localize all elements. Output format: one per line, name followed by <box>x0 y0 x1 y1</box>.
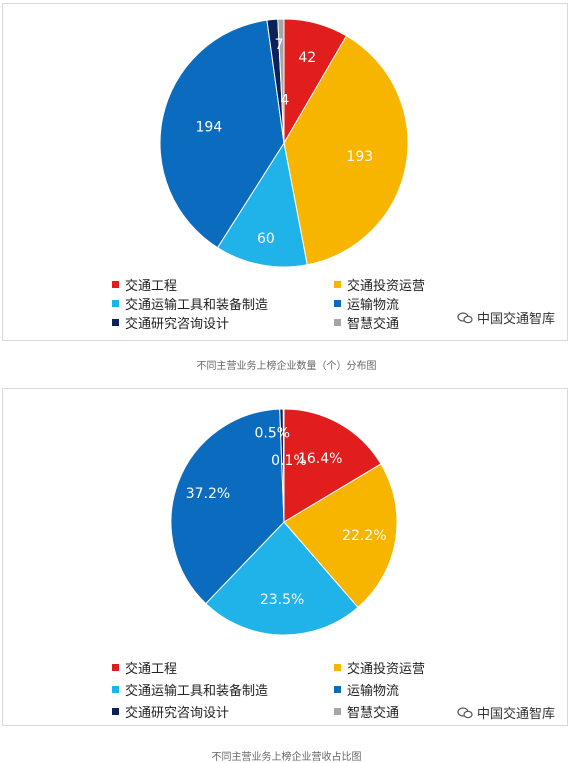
legend-swatch <box>334 663 341 671</box>
legend-label: 智慧交通 <box>347 705 400 721</box>
data-label: 16.4% <box>298 451 342 467</box>
legend-label: 交通研究咨询设计 <box>125 705 230 721</box>
data-label: 22.2% <box>342 528 386 544</box>
watermark: 中国交通智库 <box>457 308 555 327</box>
watermark-text: 中国交通智库 <box>476 312 555 327</box>
data-label: 4 <box>280 93 289 109</box>
legend-item: 运输物流 <box>334 680 400 699</box>
legend-label: 运输物流 <box>347 297 400 313</box>
chart-caption: 不同主营业务上榜企业营收占比图 <box>211 752 362 763</box>
pie-slice <box>159 19 285 249</box>
data-label: 194 <box>196 120 223 136</box>
wechat-icon <box>457 311 473 323</box>
pie-chart-revenue: 16.4% 22.2% 23.5% 37.2% 0.5% 0.1% <box>170 408 398 636</box>
legend-item: 交通投资运营 <box>334 658 426 677</box>
pie-slice <box>283 463 398 609</box>
pie-slice <box>216 141 308 268</box>
legend-item: 智慧交通 <box>334 702 400 721</box>
legend-swatch <box>334 280 341 288</box>
legend-label: 交通研究咨询设计 <box>125 316 230 332</box>
legend-item: 运输物流 <box>334 294 400 313</box>
watermark: 中国交通智库 <box>457 703 555 722</box>
pie-slice <box>277 18 285 144</box>
legend-label: 交通工程 <box>125 661 178 677</box>
data-label: 0.5% <box>254 425 290 441</box>
pie-slice <box>283 408 382 523</box>
data-label: 60 <box>257 231 275 247</box>
pie-slice <box>282 408 285 523</box>
legend-label: 交通投资运营 <box>347 661 426 677</box>
pie-slice <box>170 408 285 605</box>
data-label: 7 <box>275 37 284 53</box>
legend-item: 交通研究咨询设计 <box>112 702 230 721</box>
legend-swatch <box>112 299 119 307</box>
data-label: 42 <box>298 50 316 66</box>
pie-chart-count: 42 193 60 194 7 4 <box>159 18 409 268</box>
chart-caption: 不同主营业务上榜企业数量（个）分布图 <box>196 361 377 372</box>
legend-label: 交通运输工具和装备制造 <box>125 297 269 313</box>
legend-label: 交通投资运营 <box>347 278 426 294</box>
legend-swatch <box>112 707 119 715</box>
legend-swatch <box>334 707 341 715</box>
legend-swatch <box>334 318 341 326</box>
legend-item: 交通运输工具和装备制造 <box>112 680 269 699</box>
legend-label: 交通运输工具和装备制造 <box>125 683 269 699</box>
legend-item: 交通工程 <box>112 658 178 677</box>
legend-label: 交通工程 <box>125 278 178 294</box>
legend-swatch <box>112 685 119 693</box>
legend-swatch <box>112 318 119 326</box>
legend-item: 交通投资运营 <box>334 275 426 294</box>
data-label: 23.5% <box>260 592 304 608</box>
legend-item: 交通研究咨询设计 <box>112 313 230 332</box>
data-label: 0.1% <box>271 453 307 469</box>
chart-panel-count: 42 193 60 194 7 4 交通工程 交通投资运营交通运输工具和装备制造 运输物流交通… <box>0 0 573 380</box>
data-label: 193 <box>346 149 373 165</box>
legend-item: 交通运输工具和装备制造 <box>112 294 269 313</box>
legend-item: 智慧交通 <box>334 313 400 332</box>
wechat-icon <box>457 706 473 718</box>
legend-swatch <box>112 280 119 288</box>
pie-slice <box>205 521 359 636</box>
legend-swatch <box>112 663 119 671</box>
chart-panel-revenue: 16.4% 22.2% 23.5% 37.2% 0.5% 0.1% 交通工程 交通投资运营交… <box>0 385 573 763</box>
legend-label: 运输物流 <box>347 683 400 699</box>
watermark-text: 中国交通智库 <box>476 707 555 722</box>
pie-slice <box>283 35 409 266</box>
data-label: 37.2% <box>186 486 230 502</box>
legend-swatch <box>334 299 341 307</box>
legend-swatch <box>334 685 341 693</box>
legend-label: 智慧交通 <box>347 316 400 332</box>
legend-item: 交通工程 <box>112 275 178 294</box>
